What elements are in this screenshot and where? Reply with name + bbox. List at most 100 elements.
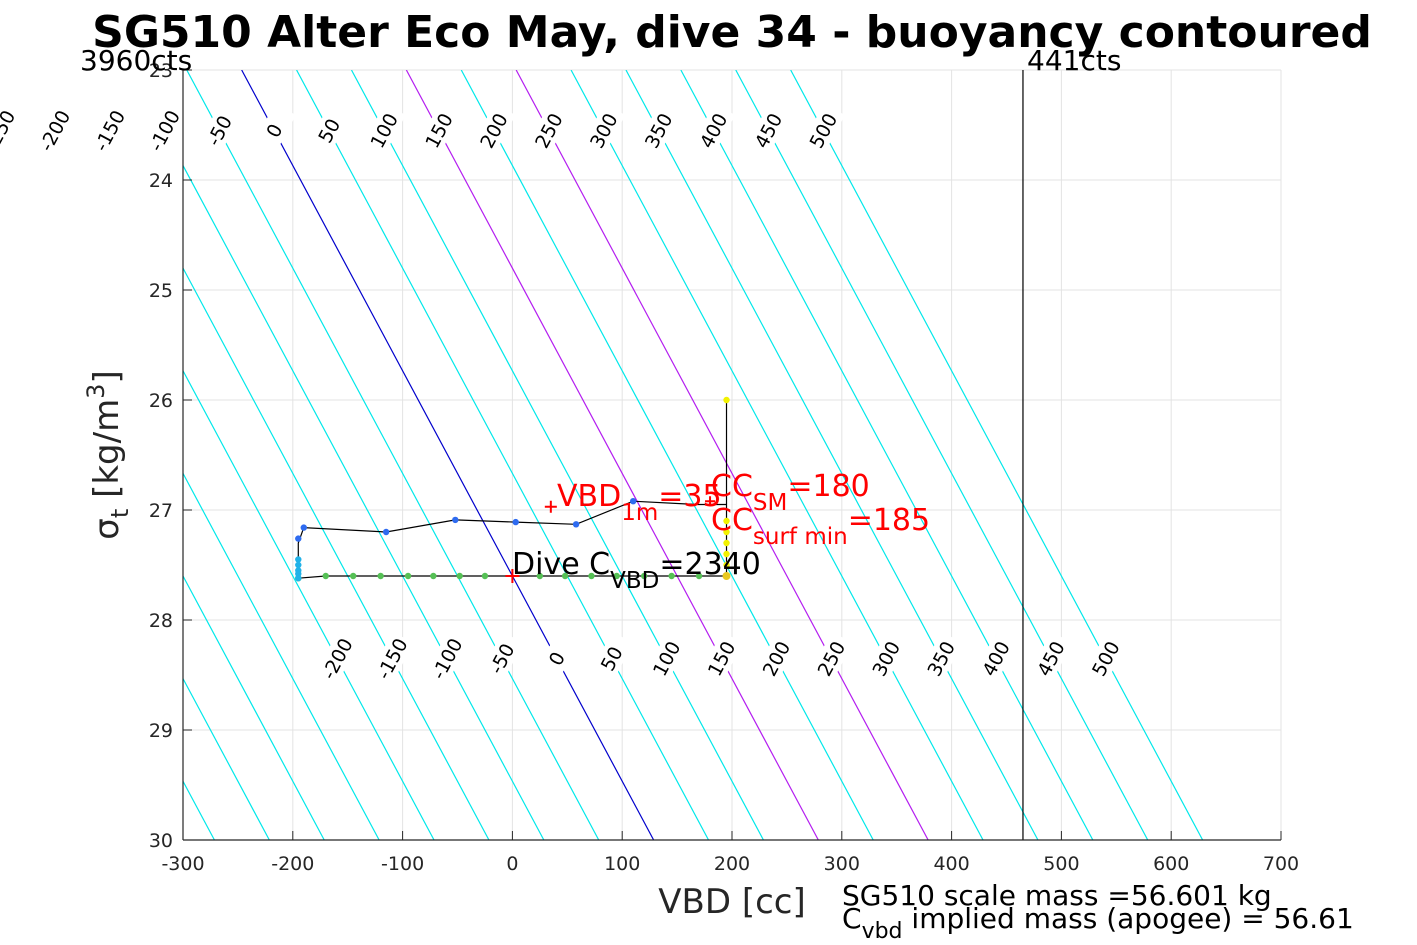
surface-point xyxy=(723,528,730,536)
contour-label-bg xyxy=(87,103,132,158)
contour-label-bg xyxy=(142,103,187,158)
dive-point xyxy=(322,572,329,580)
x-tick-label: 100 xyxy=(604,853,640,875)
contour-line xyxy=(296,70,710,840)
contour-label-bg xyxy=(526,103,571,158)
bottom-point xyxy=(295,570,302,577)
cc-sm-value: =180 xyxy=(787,469,869,504)
x-tick-label: -100 xyxy=(381,853,424,875)
x-tick-label: 500 xyxy=(1043,853,1079,875)
footer-implied-mass: Cvbd implied mass (apogee) = 56.61 xyxy=(842,902,1354,944)
contour-label-bg xyxy=(801,103,845,158)
contour-label-bg xyxy=(0,103,22,158)
footer-scale-mass: SG510 scale mass =56.601 kg xyxy=(842,879,1272,912)
dive-cvbd-value: =2340 xyxy=(659,547,760,582)
contour-label-bg xyxy=(315,631,359,686)
count-label-right: 441cts xyxy=(1027,44,1121,77)
contour-label-bg xyxy=(644,631,689,686)
contour-label-bg xyxy=(32,103,77,158)
contour-label-bg xyxy=(1028,631,1073,686)
contour-label-bg xyxy=(197,103,242,158)
cc-sm-marker xyxy=(705,496,716,507)
cc-surf-annotation: CCsurf min=185 xyxy=(711,503,930,550)
climb-point xyxy=(382,528,390,536)
contour-label-bg xyxy=(252,103,296,158)
contour-label-bg xyxy=(864,631,908,686)
contour-line xyxy=(625,70,1039,840)
dive-point xyxy=(668,572,675,580)
x-tick-label: -200 xyxy=(271,853,314,875)
vbd-1m-annotation: VBD1m=35 xyxy=(557,479,722,526)
climb-point xyxy=(572,521,580,528)
contour-line xyxy=(183,677,270,840)
cc-sm-annotation: CCSM=180 xyxy=(711,469,870,516)
y-tick-labels: 23 24 25 26 27 28 29 30 xyxy=(149,60,192,852)
y-tick-label: 25 xyxy=(149,280,173,302)
contour-line xyxy=(186,70,600,840)
climb-point xyxy=(629,498,637,505)
contour-line xyxy=(183,472,380,840)
y-tick-label: 24 xyxy=(149,170,173,192)
y-tick-label: 26 xyxy=(149,390,173,412)
surface-point xyxy=(723,517,730,525)
footer-cvbd-sub: vbd xyxy=(862,919,903,944)
contour-label-bg xyxy=(581,103,626,158)
cc-sm-sub: SM xyxy=(753,490,787,516)
buoyancy-contours xyxy=(183,70,1204,840)
grid-lines xyxy=(182,69,1282,841)
surface-point xyxy=(723,550,730,558)
y-tick-label: 28 xyxy=(149,610,173,632)
count-label-left: 3960cts xyxy=(80,44,192,77)
contour-line xyxy=(515,70,929,840)
dive-point xyxy=(613,572,620,580)
contour-label-bg xyxy=(471,103,516,158)
dive-point xyxy=(695,572,703,580)
dive-series xyxy=(295,396,731,583)
contour-label-bg xyxy=(973,631,1018,686)
vbd-1m-marker xyxy=(544,500,557,513)
dive-cvbd-main: Dive C xyxy=(512,547,610,582)
y-axis-label-sub: t xyxy=(106,509,134,518)
contour-line xyxy=(790,70,1204,840)
contour-line xyxy=(183,574,325,840)
contour-line xyxy=(183,266,490,840)
climb-point xyxy=(452,516,459,524)
dive-point xyxy=(536,572,544,580)
x-tick-label: 700 xyxy=(1263,853,1299,875)
dive-point xyxy=(404,572,412,580)
bottom-point xyxy=(295,561,302,569)
contour-line xyxy=(405,70,819,840)
surface-point xyxy=(723,396,730,404)
dive-point xyxy=(640,572,648,580)
x-axis-label: VBD [cc] xyxy=(658,882,806,922)
x-tick-label: 600 xyxy=(1153,853,1189,875)
y-tick-label: 29 xyxy=(149,720,173,742)
footer-implied-mass-text: implied mass (apogee) = 56.61 xyxy=(903,902,1354,935)
contour-label-bg xyxy=(754,631,799,686)
contour-label-bg xyxy=(361,103,406,158)
bottom-point xyxy=(295,575,302,582)
contour-label-bg xyxy=(307,103,351,158)
cc-surf-value: =185 xyxy=(848,503,930,538)
contour-label-bg xyxy=(479,631,524,686)
climb-point xyxy=(295,535,302,542)
contour-line xyxy=(183,369,435,840)
surface-point xyxy=(723,561,730,569)
contour-label-bg xyxy=(424,631,469,686)
bottom-point xyxy=(295,556,302,563)
contour-line xyxy=(735,70,1149,840)
vbd-1m-main: VBD xyxy=(557,479,621,514)
climb-point xyxy=(300,524,307,531)
x-tick-label: 400 xyxy=(933,853,969,875)
dive-point xyxy=(561,572,569,580)
chart-title: SG510 Alter Eco May, dive 34 - buoyancy … xyxy=(92,7,1372,58)
x-tick-label: 200 xyxy=(714,853,750,875)
contour-label-bg xyxy=(636,103,681,158)
contour-label-bg xyxy=(918,631,963,686)
y-tick-label: 27 xyxy=(149,500,173,522)
contour-line xyxy=(460,70,874,840)
y-axis-label-main: σ xyxy=(87,518,127,540)
contour-line xyxy=(241,70,655,840)
x-tick-label: 300 xyxy=(824,853,860,875)
contour-label-bg xyxy=(369,631,414,686)
